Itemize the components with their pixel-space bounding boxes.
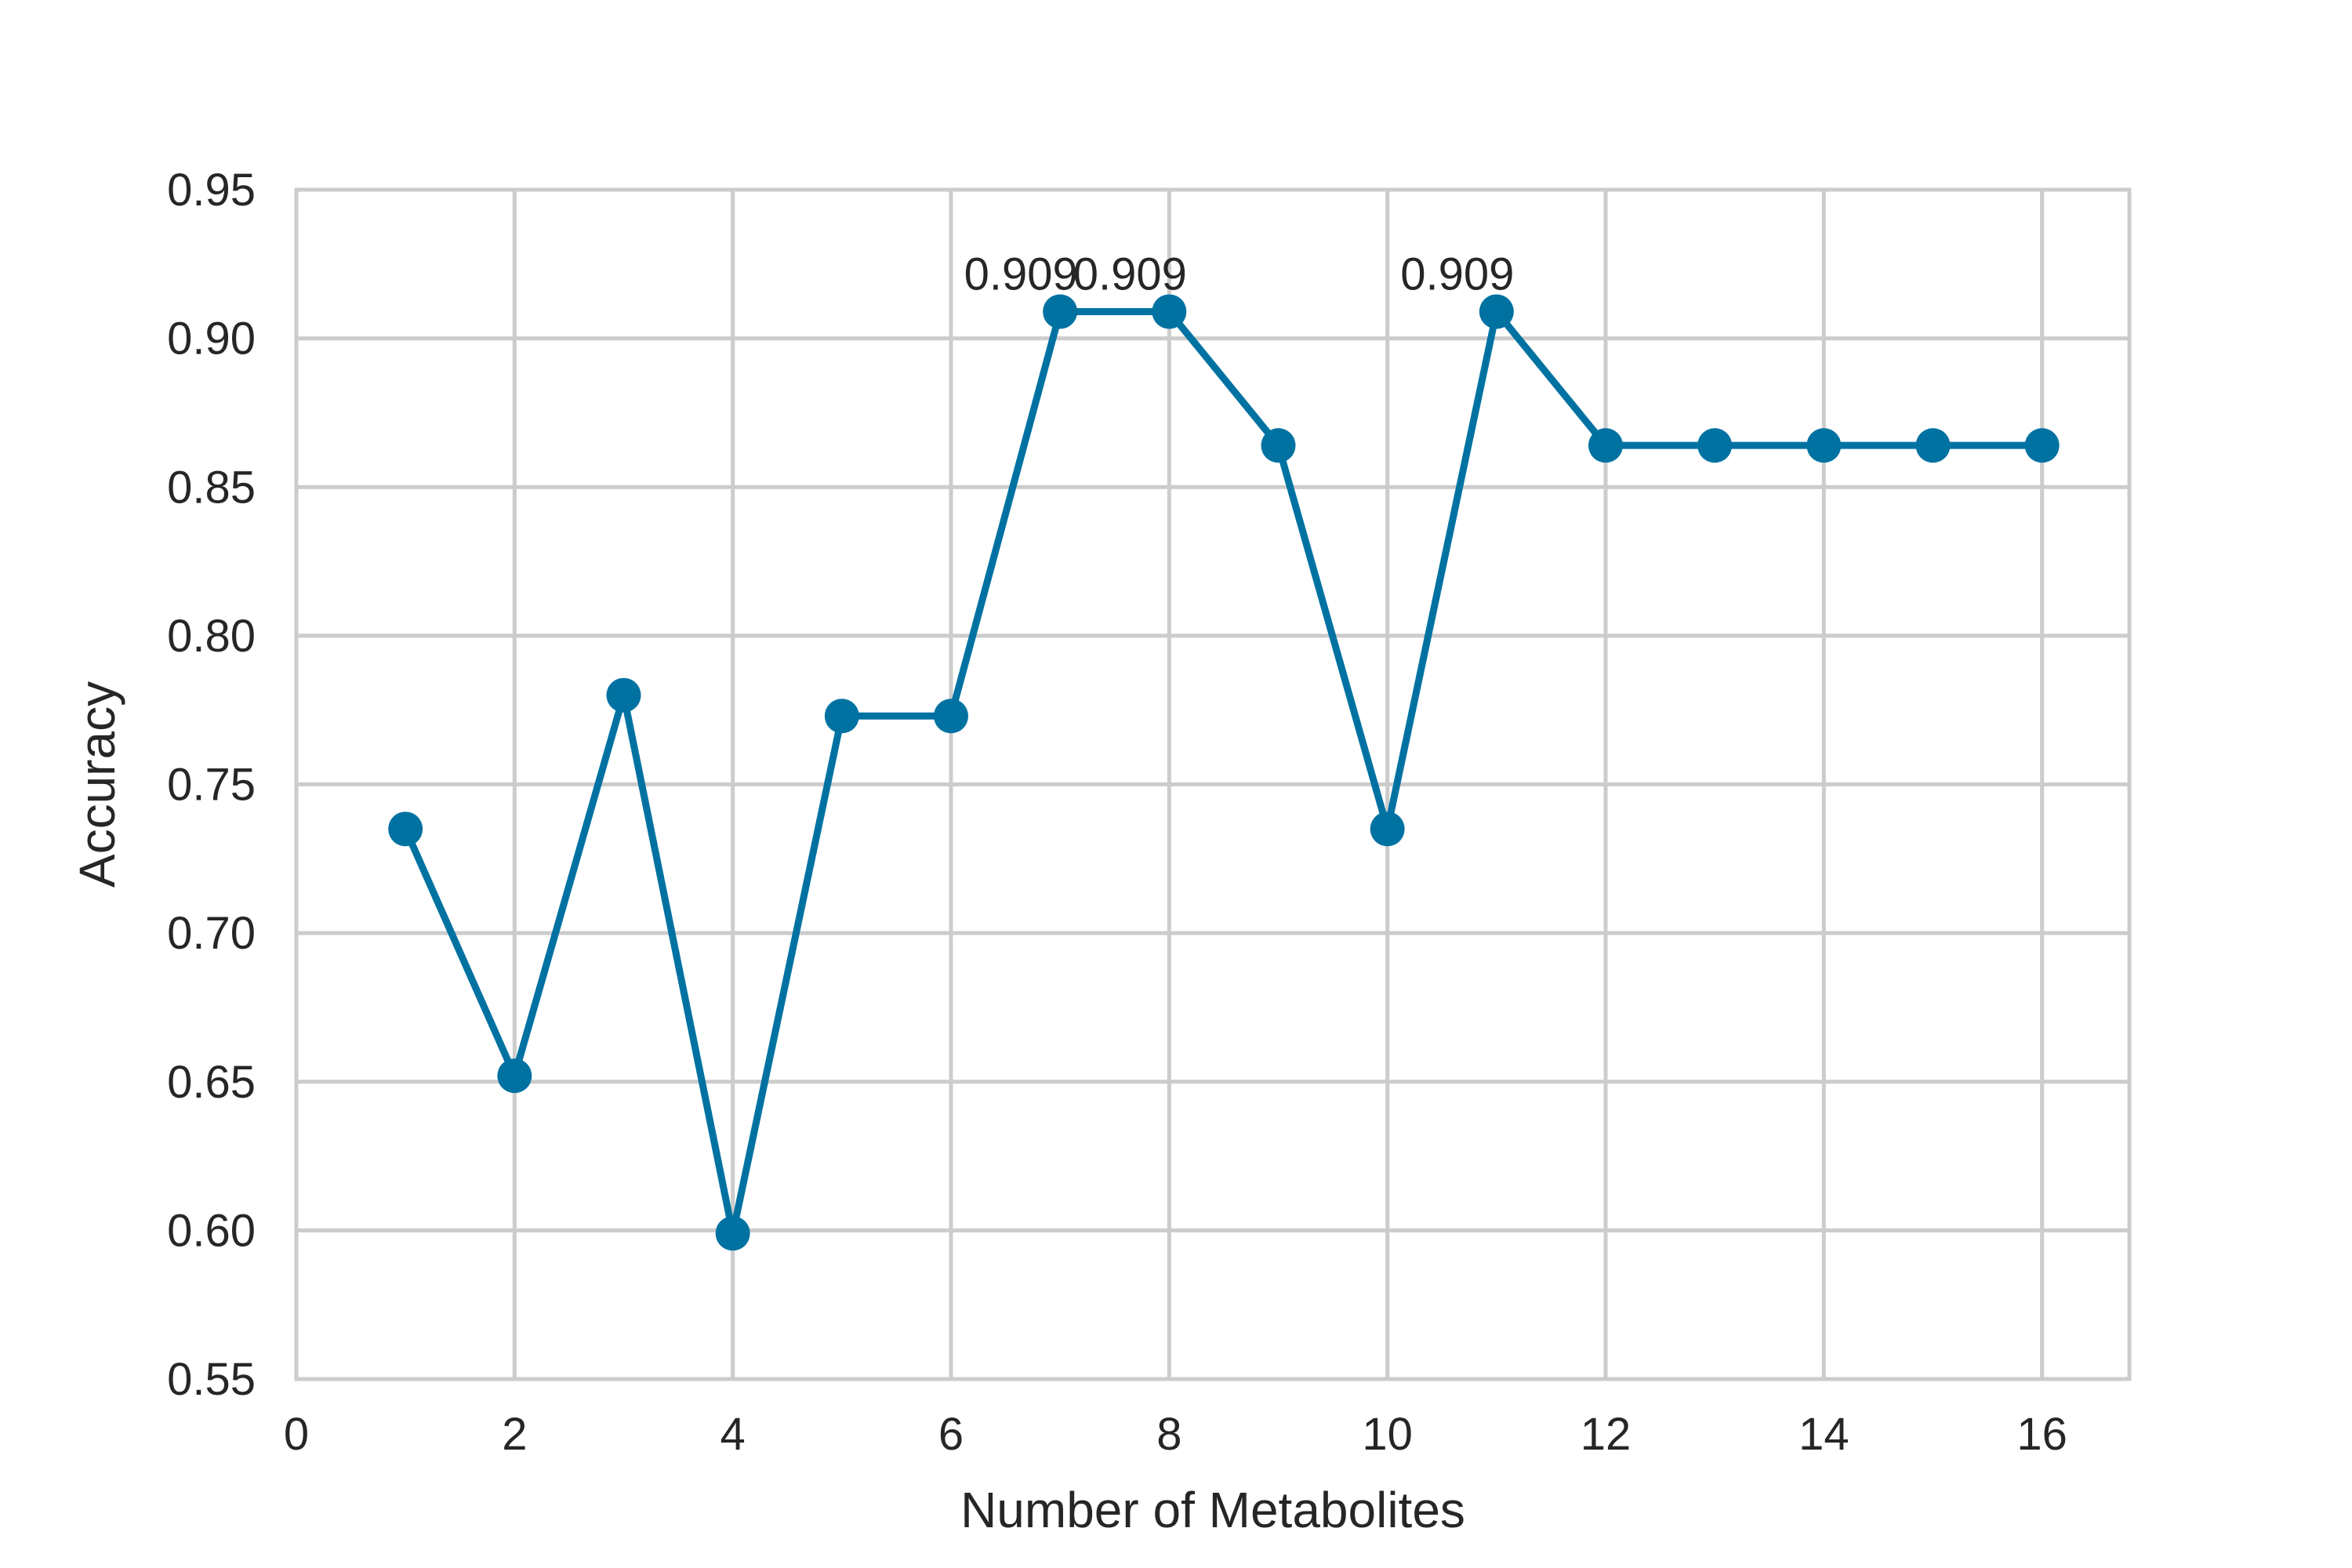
x-tick-label: 8: [1156, 1409, 1181, 1460]
data-label: 0.909: [964, 249, 1078, 299]
data-point: [1043, 294, 1078, 329]
data-point: [1915, 428, 1951, 463]
x-tick-label: 0: [284, 1409, 309, 1460]
data-point: [388, 811, 423, 847]
series-line: [402, 307, 2042, 1237]
data-point: [824, 699, 859, 734]
y-tick-label: 0.55: [167, 1354, 256, 1405]
y-tick-label: 0.60: [167, 1205, 256, 1256]
plot-frame: [294, 187, 2132, 1381]
x-axis-title: Number of Metabolites: [960, 1482, 1465, 1538]
data-point: [1588, 428, 1623, 463]
x-tick-label: 10: [1362, 1409, 1413, 1460]
data-point: [1261, 428, 1296, 463]
y-tick-label: 0.90: [167, 314, 256, 365]
series-group: [388, 294, 2060, 1251]
y-tick-label: 0.65: [167, 1057, 256, 1108]
data-point: [1152, 294, 1187, 329]
data-point: [2024, 428, 2060, 463]
data-point: [934, 699, 968, 734]
y-tick-label: 0.75: [167, 760, 256, 811]
y-tick-label: 0.80: [167, 611, 256, 662]
data-point: [1697, 428, 1733, 463]
x-axis-ticks: 0 2 4 6 8 10 12 14 16: [284, 1409, 2067, 1460]
x-tick-label: 12: [1581, 1409, 1632, 1460]
data-point: [606, 677, 641, 713]
data-point: [497, 1058, 532, 1094]
data-point: [715, 1216, 750, 1251]
data-label: 0.909: [1073, 249, 1187, 299]
data-label: 0.909: [1400, 249, 1514, 299]
y-tick-label: 0.85: [167, 462, 256, 513]
y-axis-ticks: 0.55 0.60 0.65 0.70 0.75 0.80 0.85 0.90 0.95: [167, 165, 256, 1405]
data-point: [1806, 428, 1842, 463]
x-tick-label: 6: [938, 1409, 964, 1460]
y-tick-label: 0.70: [167, 908, 256, 959]
x-tick-label: 2: [502, 1409, 527, 1460]
x-tick-label: 16: [2016, 1409, 2067, 1460]
data-point: [1479, 294, 1514, 329]
y-tick-label: 0.95: [167, 165, 256, 216]
x-tick-label: 14: [1798, 1409, 1849, 1460]
data-point: [1370, 811, 1405, 847]
x-tick-label: 4: [720, 1409, 746, 1460]
y-axis-title: Accuracy: [69, 681, 125, 887]
